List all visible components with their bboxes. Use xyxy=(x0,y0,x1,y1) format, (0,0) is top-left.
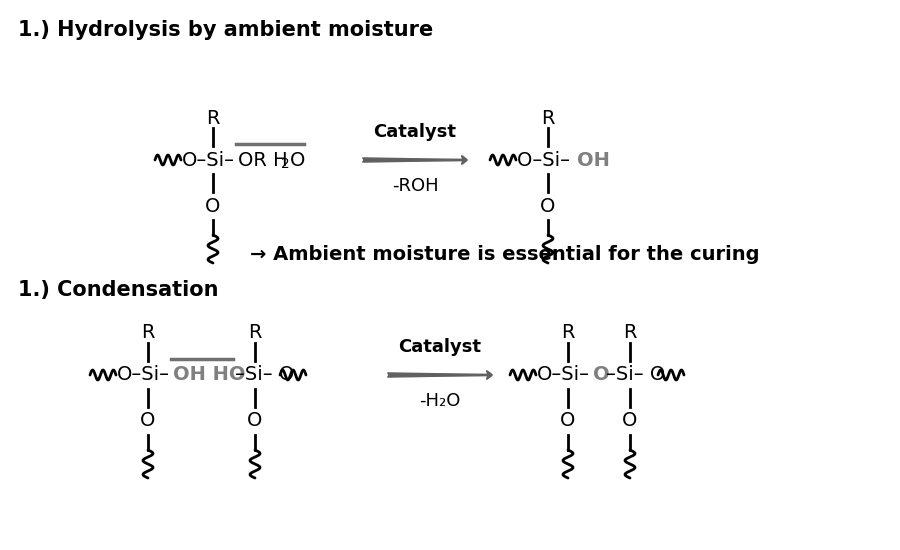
Text: O: O xyxy=(290,151,305,169)
Text: O: O xyxy=(248,411,263,431)
Text: O–Si–: O–Si– xyxy=(117,366,170,384)
Text: R: R xyxy=(206,108,220,128)
Text: –Si– O: –Si– O xyxy=(235,366,301,384)
Text: O: O xyxy=(140,411,156,431)
Text: R: R xyxy=(141,323,155,343)
Text: OR H: OR H xyxy=(238,151,288,169)
Text: OH: OH xyxy=(577,151,610,169)
Text: Catalyst: Catalyst xyxy=(399,338,482,356)
Text: O: O xyxy=(593,366,609,384)
Text: R: R xyxy=(541,108,554,128)
Text: R: R xyxy=(248,323,262,343)
Text: O: O xyxy=(561,411,576,431)
Text: → Ambient moisture is essential for the curing: → Ambient moisture is essential for the … xyxy=(250,245,760,265)
Text: –Si– O: –Si– O xyxy=(606,366,665,384)
Text: 2: 2 xyxy=(281,157,290,171)
Text: Catalyst: Catalyst xyxy=(374,123,456,141)
Text: OH HO: OH HO xyxy=(173,366,246,384)
Text: 1.) Condensation: 1.) Condensation xyxy=(18,280,219,300)
Text: O–Si–: O–Si– xyxy=(182,151,235,169)
Text: -ROH: -ROH xyxy=(392,177,438,195)
Text: O: O xyxy=(205,196,220,216)
Text: O: O xyxy=(540,196,555,216)
Text: R: R xyxy=(623,323,637,343)
Text: 1.) Hydrolysis by ambient moisture: 1.) Hydrolysis by ambient moisture xyxy=(18,20,433,40)
Text: R: R xyxy=(562,323,575,343)
Text: O–Si–: O–Si– xyxy=(517,151,576,169)
Text: -H₂O: -H₂O xyxy=(419,392,461,410)
Text: O: O xyxy=(622,411,638,431)
Text: O–Si–: O–Si– xyxy=(537,366,590,384)
